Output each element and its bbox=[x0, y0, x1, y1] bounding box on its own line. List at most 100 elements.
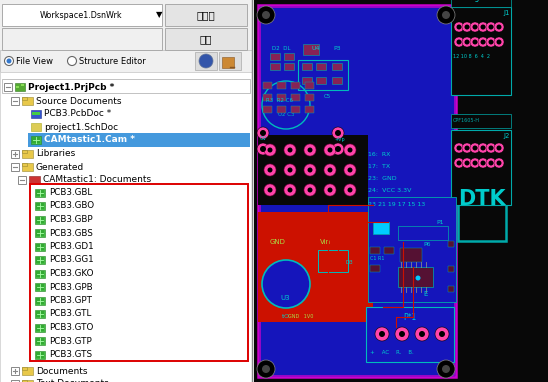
Circle shape bbox=[288, 188, 293, 193]
Circle shape bbox=[478, 22, 488, 32]
Circle shape bbox=[478, 37, 488, 47]
Circle shape bbox=[288, 167, 293, 173]
Circle shape bbox=[472, 160, 477, 165]
Bar bbox=[258, 5, 456, 377]
Bar bbox=[298, 60, 348, 90]
Text: Documents: Documents bbox=[36, 366, 88, 376]
Circle shape bbox=[415, 327, 429, 341]
Text: P3: P3 bbox=[333, 47, 341, 52]
Circle shape bbox=[335, 146, 341, 152]
Text: Structure Editor: Structure Editor bbox=[79, 57, 146, 65]
Text: PCB3.GBS: PCB3.GBS bbox=[49, 228, 93, 238]
Circle shape bbox=[456, 160, 461, 165]
Bar bbox=[30, 184, 248, 361]
Circle shape bbox=[375, 327, 389, 341]
Bar bbox=[398, 226, 448, 240]
Bar bbox=[458, 156, 506, 241]
Text: +Vp: +Vp bbox=[334, 136, 345, 141]
Text: GND: GND bbox=[270, 239, 286, 245]
Bar bbox=[2, 79, 250, 93]
Bar bbox=[11, 380, 19, 382]
Bar bbox=[36, 324, 44, 330]
Bar bbox=[32, 137, 40, 143]
Bar bbox=[18, 176, 26, 184]
Bar bbox=[332, 63, 342, 70]
Bar bbox=[36, 217, 44, 222]
Circle shape bbox=[494, 22, 504, 32]
Bar bbox=[165, 4, 247, 26]
Bar bbox=[451, 130, 511, 205]
Bar bbox=[219, 52, 241, 70]
Text: P1: P1 bbox=[436, 220, 443, 225]
Bar bbox=[35, 269, 45, 277]
Text: CPF1605-H: CPF1605-H bbox=[453, 118, 480, 123]
Text: C1 R1: C1 R1 bbox=[370, 256, 385, 261]
Bar bbox=[22, 163, 33, 171]
Circle shape bbox=[260, 146, 266, 152]
Bar bbox=[291, 82, 300, 89]
Circle shape bbox=[257, 127, 269, 139]
Bar bbox=[36, 338, 44, 344]
Bar bbox=[254, 0, 548, 382]
Bar bbox=[284, 53, 294, 60]
Bar bbox=[36, 189, 44, 196]
Circle shape bbox=[470, 22, 480, 32]
Circle shape bbox=[486, 143, 496, 153]
Circle shape bbox=[486, 37, 496, 47]
Bar bbox=[35, 188, 45, 196]
Circle shape bbox=[456, 24, 461, 29]
Circle shape bbox=[481, 24, 486, 29]
Bar bbox=[305, 82, 314, 89]
Bar bbox=[35, 229, 45, 237]
Text: PCB3.GKO: PCB3.GKO bbox=[49, 269, 94, 278]
Circle shape bbox=[284, 144, 296, 156]
Circle shape bbox=[454, 158, 464, 168]
Bar bbox=[36, 311, 44, 317]
Bar bbox=[448, 286, 454, 292]
Bar bbox=[22, 367, 27, 370]
Text: Vin: Vin bbox=[320, 239, 331, 245]
Circle shape bbox=[262, 365, 270, 373]
Circle shape bbox=[462, 143, 472, 153]
Circle shape bbox=[288, 147, 293, 152]
Text: PCB3.GTO: PCB3.GTO bbox=[49, 323, 93, 332]
Circle shape bbox=[347, 167, 352, 173]
Circle shape bbox=[324, 184, 336, 196]
Bar bbox=[370, 247, 380, 254]
Circle shape bbox=[267, 167, 272, 173]
Circle shape bbox=[4, 57, 14, 65]
Bar bbox=[15, 83, 25, 91]
Circle shape bbox=[496, 39, 501, 44]
Text: Generated: Generated bbox=[36, 162, 84, 172]
Circle shape bbox=[399, 331, 405, 337]
Text: PCB3.GBL: PCB3.GBL bbox=[49, 188, 92, 197]
Bar bbox=[258, 135, 368, 205]
Text: D2  DL: D2 DL bbox=[272, 47, 290, 52]
Bar bbox=[11, 367, 19, 375]
Bar bbox=[31, 123, 41, 131]
Circle shape bbox=[284, 184, 296, 196]
Bar bbox=[29, 176, 40, 184]
Text: Source Documents: Source Documents bbox=[36, 97, 122, 105]
Text: File View: File View bbox=[16, 57, 53, 65]
Bar bbox=[35, 283, 45, 291]
Bar bbox=[400, 248, 422, 262]
Text: C5: C5 bbox=[324, 94, 331, 99]
Bar bbox=[260, 7, 454, 375]
Circle shape bbox=[454, 37, 464, 47]
Circle shape bbox=[67, 57, 77, 65]
Bar bbox=[277, 82, 286, 89]
Bar bbox=[35, 324, 45, 332]
Text: P*1: P*1 bbox=[403, 314, 416, 322]
Bar bbox=[373, 222, 389, 234]
Text: J1: J1 bbox=[503, 10, 510, 16]
Circle shape bbox=[481, 146, 486, 151]
Circle shape bbox=[324, 164, 336, 176]
Bar bbox=[22, 150, 33, 158]
Text: Libraries: Libraries bbox=[36, 149, 75, 159]
Bar bbox=[332, 77, 342, 84]
Circle shape bbox=[481, 160, 486, 165]
Circle shape bbox=[462, 158, 472, 168]
Text: U3: U3 bbox=[280, 295, 290, 301]
Bar bbox=[270, 53, 280, 60]
